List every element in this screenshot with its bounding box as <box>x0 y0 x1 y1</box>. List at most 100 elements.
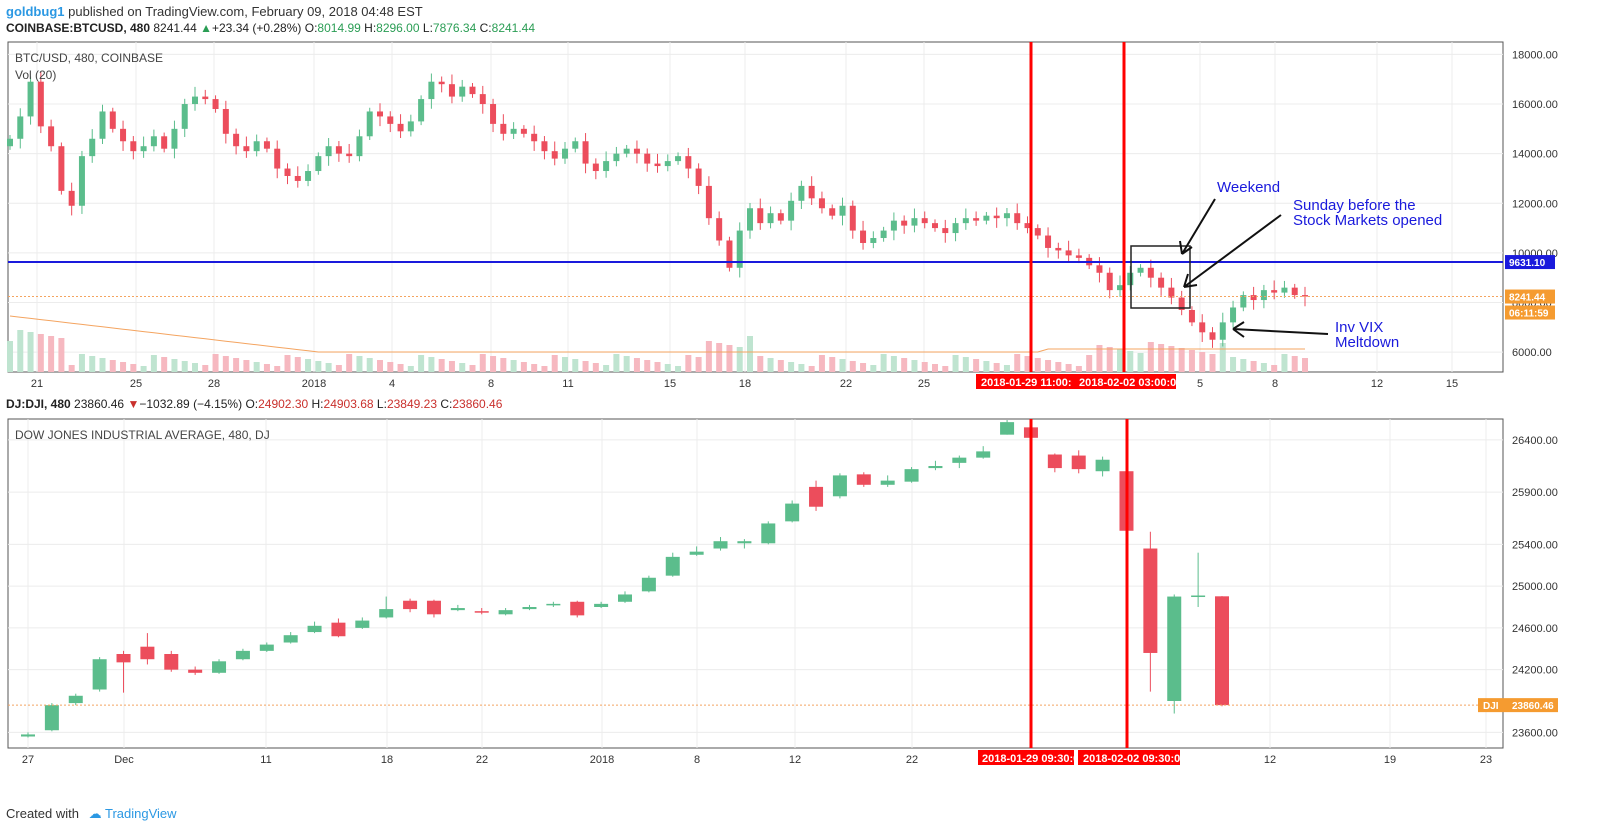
btc-candle-body <box>366 111 373 137</box>
dji-y-tick: 25400.00 <box>1512 539 1558 551</box>
btc-candle-body <box>58 146 65 191</box>
btc-event-marker-tag <box>976 374 1072 389</box>
btc-volume-bar <box>1219 343 1226 372</box>
dji-candle-body <box>689 551 704 555</box>
btc-volume-bar <box>921 362 928 372</box>
btc-volume-bar <box>346 354 353 372</box>
btc-volume-bar <box>613 354 620 372</box>
btc-volume-bar <box>767 358 774 372</box>
btc-volume-bar <box>274 366 281 372</box>
publish-header: goldbug1 published on TradingView.com, F… <box>6 4 423 19</box>
btc-candle-body <box>1065 250 1072 256</box>
btc-volume-bar <box>623 356 630 372</box>
dji-candle-body <box>259 644 274 651</box>
dji-y-tick: 25900.00 <box>1512 487 1558 499</box>
btc-volume-bar <box>1014 354 1021 372</box>
btc-volume-bar <box>140 366 147 372</box>
tradingview-link[interactable]: TradingView <box>105 806 177 821</box>
btc-volume-bar <box>1106 347 1113 372</box>
btc-volume-bar <box>479 354 486 372</box>
btc-volume-bar <box>644 360 651 372</box>
btc-volume-bar <box>1271 365 1278 372</box>
sunday-arrow-icon <box>1183 214 1282 288</box>
dji-y-tick: 26400.00 <box>1512 435 1558 447</box>
btc-candle-body <box>212 99 219 109</box>
dji-candle-body <box>618 594 632 602</box>
btc-volume-bar <box>181 361 188 372</box>
dji-candle-body <box>570 601 585 616</box>
btc-candle-body <box>315 156 322 172</box>
btc-volume-bar <box>500 358 507 372</box>
author-name[interactable]: goldbug1 <box>6 4 65 19</box>
btc-volume-bar <box>366 358 373 372</box>
dji-event-marker-tag <box>978 750 1074 765</box>
dji-candle-body <box>1095 459 1110 472</box>
btc-volume-bar <box>1168 346 1175 372</box>
btc-volume-bar <box>562 357 568 372</box>
btc-volume-bar <box>438 359 445 372</box>
btc-volume-bar <box>942 366 949 372</box>
dji-candle-body <box>713 541 728 549</box>
dji-candle-body <box>403 600 418 610</box>
dji-x-tick: 22 <box>906 754 918 766</box>
btc-candle-body <box>757 208 764 224</box>
dji-event-marker-label: 2018-01-29 09:30:0 <box>982 753 1079 765</box>
dji-low: 23849.23 <box>386 397 437 411</box>
btc-candle-body <box>1230 307 1237 323</box>
btc-candle-body <box>1014 213 1021 224</box>
btc-volume-bar <box>1065 364 1072 372</box>
btc-candle-body <box>1199 322 1206 333</box>
btc-volume-bar <box>109 360 116 372</box>
btc-candle-body <box>562 148 568 159</box>
btc-volume-bar <box>1117 349 1123 372</box>
btc-x-tick: 28 <box>208 378 220 390</box>
btc-close: 8241.44 <box>491 21 536 35</box>
dji-chart[interactable]: 27 Dec 11 18 22 2018 8 12 22 12 19 23 26400.00 25900.… <box>0 0 1623 800</box>
btc-candle-body <box>1250 295 1257 301</box>
dji-candle-body <box>1167 596 1182 701</box>
dji-low-label: L: <box>376 397 387 411</box>
dji-candle-body <box>641 577 656 592</box>
dji-candle-body <box>283 635 298 643</box>
btc-info-line: COINBASE:BTCUSD, 480 8241.44 ▲+23.34 (+0… <box>6 21 535 35</box>
btc-volume-bar <box>1281 354 1288 372</box>
btc-volume-bar <box>1127 351 1134 372</box>
btc-volume-bar <box>932 364 938 372</box>
btc-volume-bar <box>233 358 240 372</box>
btc-candle-body <box>1096 265 1103 273</box>
btc-y-tick: 16000.00 <box>1512 99 1558 111</box>
btc-candle-body <box>325 146 332 157</box>
btc-candle-body <box>685 156 692 169</box>
btc-candle-body <box>397 123 404 132</box>
btc-chart[interactable]: 21 25 28 2018 4 8 11 15 18 22 25 5 8 12 15 18000.00 1600… <box>0 0 1623 395</box>
btc-candle-body <box>1075 255 1082 258</box>
publish-info: published on TradingView.com, February 0… <box>68 4 423 19</box>
btc-candle-body <box>798 185 805 201</box>
btc-candle-body <box>294 175 301 181</box>
btc-plot-frame <box>7 41 1504 373</box>
dji-candle-body <box>1047 454 1062 469</box>
btc-countdown-label: 06:11:59 <box>1509 309 1549 320</box>
btc-candle-body <box>7 138 13 147</box>
dji-candle-body <box>116 654 131 663</box>
dji-open-label: O: <box>245 397 259 411</box>
dji-x-tick: 23 <box>1480 754 1492 766</box>
btc-candle-body <box>469 86 476 95</box>
btc-annotation-text: Meltdown <box>1335 334 1399 351</box>
btc-candle-body <box>407 121 414 132</box>
btc-y-tick: 12000.00 <box>1512 198 1558 210</box>
btc-high-label: H: <box>364 21 377 35</box>
dji-candle-body <box>164 654 179 670</box>
btc-candle-body <box>603 161 610 172</box>
btc-candle-body <box>68 190 75 206</box>
dji-event-marker-tag <box>1078 750 1180 765</box>
btc-volume-bar <box>17 330 24 372</box>
btc-candle-body <box>1137 267 1144 273</box>
btc-candle-body <box>767 213 774 224</box>
dji-plot-frame <box>7 418 1504 749</box>
btc-volume-bar <box>407 366 414 372</box>
btc-high: 8296.00 <box>376 21 420 35</box>
btc-candle-body <box>1209 332 1216 340</box>
btc-candle-body <box>1219 322 1226 340</box>
dji-candle-body <box>952 457 967 463</box>
